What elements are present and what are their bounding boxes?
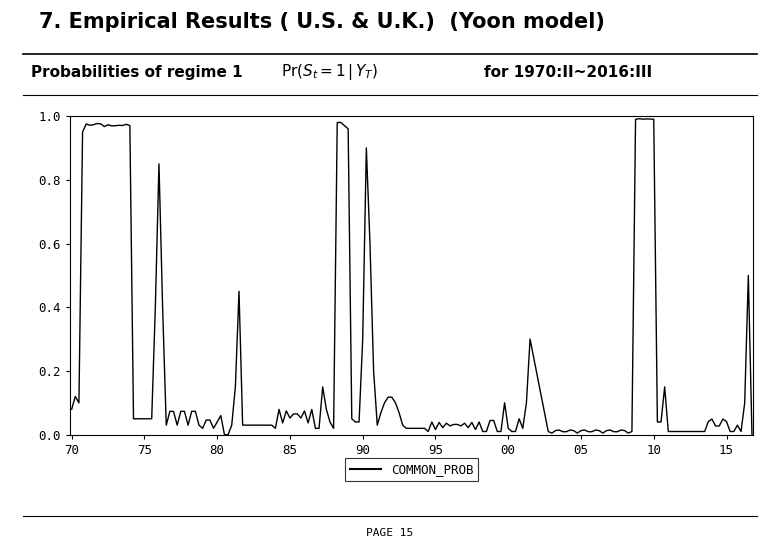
Text: for 1970:II~2016:III: for 1970:II~2016:III <box>484 65 652 79</box>
Text: $\mathrm{Pr}(S_t = 1\,|\,Y_T)$: $\mathrm{Pr}(S_t = 1\,|\,Y_T)$ <box>281 62 378 82</box>
Legend: COMMON_PROB: COMMON_PROB <box>345 458 478 481</box>
Text: Probabilities of regime 1: Probabilities of regime 1 <box>31 65 243 79</box>
Text: PAGE 15: PAGE 15 <box>367 528 413 538</box>
Text: 7. Empirical Results ( U.S. & U.K.)  (Yoon model): 7. Empirical Results ( U.S. & U.K.) (Yoo… <box>39 11 604 31</box>
